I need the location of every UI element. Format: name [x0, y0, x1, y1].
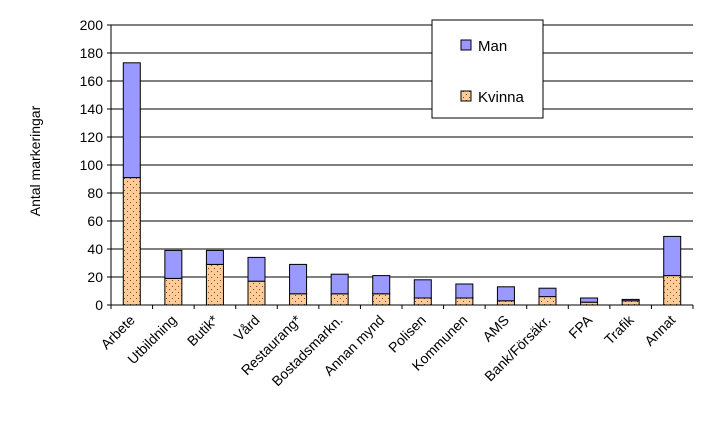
- bar-man: [205, 249, 224, 265]
- x-tick-label: Vård: [230, 312, 262, 344]
- y-axis-label: Antal markeringar: [27, 105, 43, 216]
- bar-man: [164, 249, 183, 279]
- bar-kvinna: [663, 275, 682, 306]
- y-tick-label: 100: [80, 157, 104, 173]
- x-tick-label: AMS: [479, 312, 512, 345]
- x-tick-label: Annat: [641, 312, 678, 349]
- x-tick-label: Butik*: [184, 311, 222, 349]
- axes: [107, 24, 694, 309]
- bar-man: [247, 256, 266, 282]
- bar-man: [122, 62, 141, 179]
- legend-swatch-kvinna: [460, 90, 472, 102]
- y-tick-label: 120: [80, 129, 104, 145]
- x-tick-label: Arbete: [97, 312, 138, 353]
- legend-box: [431, 19, 544, 119]
- bar-man: [538, 287, 557, 298]
- y-tick-label: 40: [87, 241, 103, 257]
- bar-kvinna: [621, 300, 640, 306]
- bar-man: [289, 263, 308, 295]
- bars: [122, 62, 682, 306]
- bar-man: [580, 297, 599, 303]
- bar-man: [496, 286, 515, 302]
- y-tick-label: 180: [80, 45, 104, 61]
- legend: Man Kvinna: [431, 19, 544, 119]
- bar-kvinna: [413, 297, 432, 306]
- bar-man: [455, 283, 474, 299]
- bar-kvinna: [247, 280, 266, 306]
- bar-kvinna: [496, 300, 515, 306]
- bar-kvinna: [164, 277, 183, 306]
- x-tick-label: FPA: [565, 311, 595, 341]
- y-tick-label: 60: [87, 213, 103, 229]
- x-tick-label: Trafik: [601, 311, 637, 347]
- y-tick-label: 0: [95, 297, 103, 313]
- bar-kvinna: [372, 293, 391, 306]
- y-tick-label: 20: [87, 269, 103, 285]
- bar-kvinna: [122, 177, 141, 306]
- bar-man: [330, 273, 349, 295]
- y-tick-label: 200: [80, 17, 104, 33]
- bar-kvinna: [205, 263, 224, 306]
- tick-labels: 020406080100120140160180200ArbeteUtbildn…: [80, 17, 679, 389]
- bar-kvinna: [455, 297, 474, 306]
- bar-man: [621, 298, 640, 302]
- bar-kvinna: [289, 293, 308, 306]
- legend-label-man: Man: [478, 38, 507, 55]
- y-tick-label: 160: [80, 73, 104, 89]
- bar-kvinna: [538, 296, 557, 306]
- legend-swatch-man: [460, 39, 472, 51]
- bar-man: [663, 235, 682, 277]
- y-tick-label: 80: [87, 185, 103, 201]
- gridlines: [111, 24, 693, 278]
- bar-kvinna: [330, 293, 349, 306]
- bar-man: [413, 279, 432, 299]
- y-tick-label: 140: [80, 101, 104, 117]
- legend-label-kvinna: Kvinna: [478, 89, 525, 106]
- bar-man: [372, 275, 391, 295]
